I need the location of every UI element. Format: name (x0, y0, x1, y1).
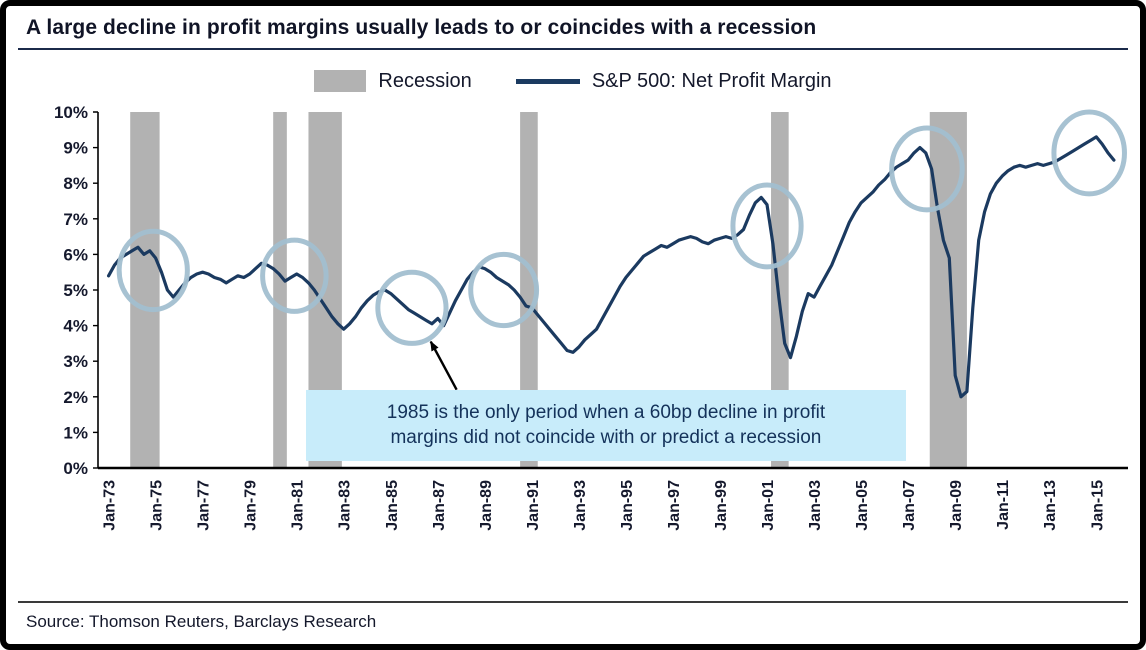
y-tick-label: 1% (63, 423, 88, 442)
x-tick-label: Jan-01 (760, 480, 777, 531)
recession-band (273, 112, 287, 468)
recession-swatch-icon (314, 70, 367, 92)
annotation-line-1: 1985 is the only period when a 60bp decl… (386, 401, 826, 423)
decline-highlight-circle (260, 237, 329, 314)
y-tick-label: 6% (63, 245, 88, 264)
x-tick-label: Jan-15 (1089, 480, 1106, 531)
x-tick-label: Jan-99 (713, 480, 730, 531)
annotation-arrow-line (429, 340, 458, 391)
x-tick-label: Jan-95 (619, 480, 636, 531)
profit-margin-chart: 0%1%2%3%4%5%6%7%8%9%10% Jan-73 Jan-75 Jan-… (54, 103, 1128, 531)
x-tick-label: Jan-83 (337, 480, 354, 531)
recession-band (130, 112, 160, 468)
x-tick-label: Jan-89 (478, 480, 495, 531)
y-tick-label: 4% (63, 317, 88, 336)
net-profit-margin-series (106, 135, 1116, 399)
x-tick-label: Jan-09 (948, 480, 965, 531)
annotation-line-2: margins did not coincide with or predict… (390, 427, 822, 449)
source-row: Source: Thomson Reuters, Barclays Resear… (18, 601, 1128, 636)
x-tick-label: Jan-87 (431, 480, 448, 531)
x-tick-label: Jan-73 (102, 480, 119, 531)
recession-band (520, 112, 538, 468)
annotation-arrow (429, 340, 458, 391)
y-axis-labels: 0% 1% 2% 3% 4% 5% 6% 7% 8% 9% 10% (54, 103, 98, 478)
page-title: A large decline in profit margins usuall… (26, 16, 817, 39)
x-tick-label: Jan-13 (1042, 480, 1059, 531)
recession-band (771, 112, 789, 468)
legend-recession-label: Recession (378, 69, 472, 92)
legend-item-recession: Recession (314, 69, 472, 93)
y-tick-label: 2% (63, 388, 88, 407)
y-tick-label: 7% (63, 210, 88, 229)
annotation-callout: 1985 is the only period when a 60bp decl… (306, 389, 906, 461)
chart-area: 0% 1% 2% 3% 4% 5% 6% 7% 8% 9% 10% Jan-73 Jan-75 Jan-… (6, 100, 1140, 601)
y-tick-label: 8% (63, 174, 88, 193)
decline-highlight-circle (375, 269, 449, 346)
x-tick-label: Jan-03 (807, 480, 824, 531)
highlight-circles-group (116, 109, 1127, 346)
x-tick-label: Jan-97 (666, 480, 683, 531)
x-tick-label: Jan-05 (854, 480, 871, 531)
y-tick-label: 3% (63, 352, 88, 371)
y-tick-label: 10% (54, 103, 88, 122)
profit-margin-line (106, 135, 1116, 399)
x-tick-label: Jan-93 (572, 480, 589, 531)
source-text: Source: Thomson Reuters, Barclays Resear… (26, 612, 377, 631)
x-tick-label: Jan-79 (243, 480, 260, 531)
x-tick-label: Jan-91 (525, 480, 542, 531)
y-tick-label: 0% (63, 459, 88, 478)
chart-legend: Recession S&P 500: Net Profit Margin (6, 64, 1140, 98)
x-tick-label: Jan-07 (901, 480, 918, 531)
line-swatch-icon (515, 78, 580, 84)
legend-item-series: S&P 500: Net Profit Margin (515, 69, 832, 93)
x-tick-label: Jan-85 (384, 480, 401, 531)
decline-highlight-circle (889, 125, 965, 213)
decline-highlight-circle (730, 182, 804, 270)
decline-highlight-circle (1051, 109, 1127, 197)
legend-series-label: S&P 500: Net Profit Margin (591, 69, 832, 92)
x-tick-label: Jan-77 (196, 480, 213, 531)
y-tick-label: 5% (63, 281, 88, 300)
decline-highlight-circle (468, 251, 540, 329)
x-tick-label: Jan-75 (149, 480, 166, 531)
y-tick-label: 9% (63, 139, 88, 158)
decline-highlight-circle (116, 228, 190, 313)
x-tick-label: Jan-11 (995, 480, 1012, 530)
title-row: A large decline in profit margins usuall… (18, 14, 1128, 50)
x-tick-label: Jan-81 (290, 480, 307, 531)
x-axis-labels: Jan-73 Jan-75 Jan-77 Jan-79 Jan-81 Jan-83 Jan-… (102, 480, 1107, 531)
